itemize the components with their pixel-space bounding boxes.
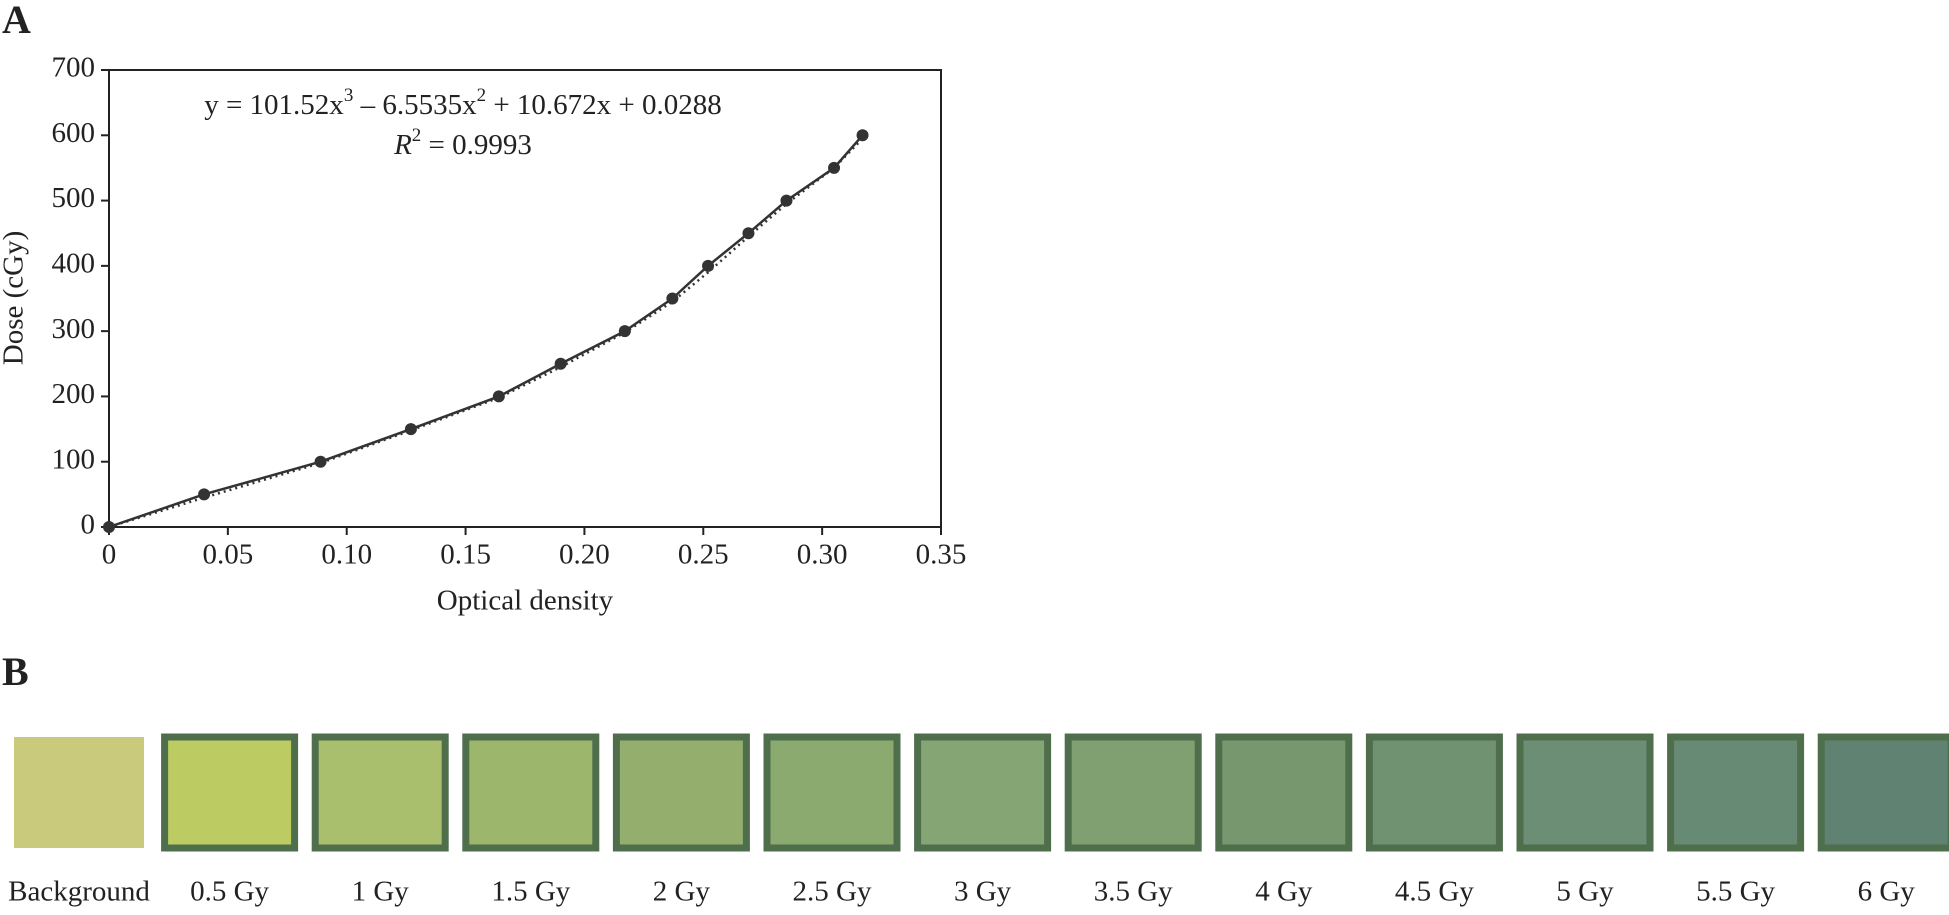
- swatch: [14, 737, 144, 848]
- y-tick-label: 100: [52, 443, 96, 475]
- data-point: [314, 455, 327, 468]
- series-line: [108, 137, 864, 529]
- swatch: [1365, 733, 1503, 852]
- y-tick-label: 500: [52, 182, 96, 214]
- swatch-label: 2.5 Gy: [793, 876, 872, 908]
- x-tick-label: 0.15: [440, 539, 491, 571]
- swatch-label: 1.5 Gy: [491, 876, 570, 908]
- swatch-label: Background: [8, 876, 150, 908]
- y-axis-label: Dose (cGy): [0, 231, 30, 365]
- y-tick-label: 200: [52, 378, 96, 410]
- swatch: [1817, 733, 1949, 852]
- swatch-label: 4 Gy: [1255, 876, 1313, 908]
- swatch-label: 4.5 Gy: [1395, 876, 1474, 908]
- panel-label: B: [2, 649, 29, 694]
- equation-part: y = 101.52x: [204, 89, 344, 121]
- x-tick-label: 0: [102, 539, 117, 571]
- swatch: [612, 733, 750, 852]
- data-point: [856, 129, 869, 142]
- swatch-label: 2 Gy: [653, 876, 711, 908]
- y-tick-label: 600: [52, 117, 96, 149]
- swatch: [914, 733, 1052, 852]
- swatch: [462, 733, 600, 852]
- series-line: [108, 134, 864, 529]
- swatch: [311, 733, 449, 852]
- r-squared-part: = 0.9993: [421, 129, 532, 161]
- swatch: [763, 733, 901, 852]
- data-point: [492, 390, 505, 403]
- swatch-label: 3 Gy: [954, 876, 1012, 908]
- equation: y = 101.52x3 – 6.5535x2 + 10.672x + 0.02…: [204, 85, 722, 120]
- r-squared-part: 2: [412, 125, 422, 146]
- panel-label: A: [2, 0, 31, 42]
- swatch: [161, 733, 299, 852]
- y-tick-label: 300: [52, 313, 96, 345]
- data-point: [742, 227, 755, 240]
- swatch: [1516, 733, 1654, 852]
- y-tick-label: 0: [81, 509, 96, 541]
- x-tick-label: 0.20: [559, 539, 610, 571]
- x-axis-label: Optical density: [437, 585, 614, 617]
- equation-part: – 6.5535x: [353, 89, 477, 121]
- data-point: [666, 292, 679, 305]
- equation-part: 3: [344, 85, 354, 106]
- plot-frame: [108, 69, 942, 528]
- y-tick-label: 400: [52, 248, 96, 280]
- r-squared: R2 = 0.9993: [393, 125, 532, 160]
- y-tick-label: 700: [52, 52, 96, 84]
- equation-part: + 10.672x + 0.0288: [486, 89, 722, 121]
- data-point: [828, 161, 841, 174]
- swatch-label: 3.5 Gy: [1094, 876, 1173, 908]
- x-tick-label: 0.05: [202, 539, 253, 571]
- swatch-label: 1 Gy: [352, 876, 410, 908]
- data-point: [404, 423, 417, 436]
- x-tick-label: 0.10: [321, 539, 372, 571]
- x-tick-label: 0.25: [678, 539, 729, 571]
- data-point: [198, 488, 211, 501]
- swatch-label: 6 Gy: [1858, 876, 1916, 908]
- r-squared-part: R: [393, 129, 412, 161]
- swatch: [1215, 733, 1353, 852]
- swatch-label: 5 Gy: [1556, 876, 1614, 908]
- data-point: [554, 357, 567, 370]
- data-point: [780, 194, 793, 207]
- swatch-label: 0.5 Gy: [190, 876, 269, 908]
- swatch-label: 5.5 Gy: [1696, 876, 1775, 908]
- x-tick-label: 0.35: [916, 539, 967, 571]
- equation-part: 2: [477, 85, 487, 106]
- swatch: [1064, 733, 1202, 852]
- swatch: [1667, 733, 1805, 852]
- x-tick-label: 0.30: [797, 539, 848, 571]
